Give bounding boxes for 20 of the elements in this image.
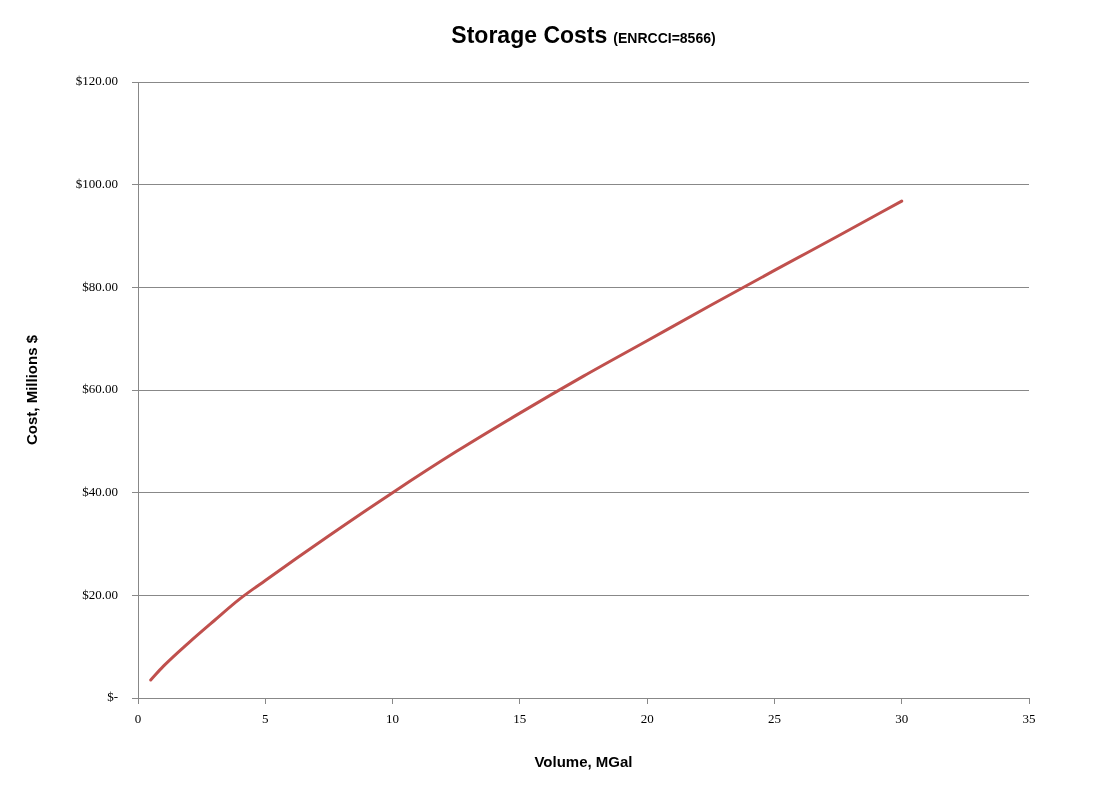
y-tick-label: $60.00 [82,381,118,397]
y-tick-label: $100.00 [75,176,118,192]
x-tick-label: 10 [386,711,400,727]
y-tick-label: $- [107,689,118,705]
x-tick-label: 5 [262,711,269,727]
x-tick-label: 15 [513,711,527,727]
x-axis-title: Volume, MGal [534,753,633,771]
line-series [149,199,904,682]
x-tick-label: 25 [767,711,781,727]
x-tick-label: 20 [640,711,654,727]
y-tick-label: $80.00 [82,278,118,294]
x-tick-label: 0 [134,711,142,727]
y-tick-label: $120.00 [75,73,118,89]
chart-title: Storage Costs [451,22,608,48]
x-tick-label: 35 [1022,711,1036,727]
chart-subtitle: (ENRCCI=8566) [613,30,716,46]
y-tick-label: $40.00 [82,484,118,500]
y-tick-label: $20.00 [82,586,118,602]
y-axis-title: Cost, Millions $ [23,334,41,446]
x-tick-label: 30 [895,711,909,727]
